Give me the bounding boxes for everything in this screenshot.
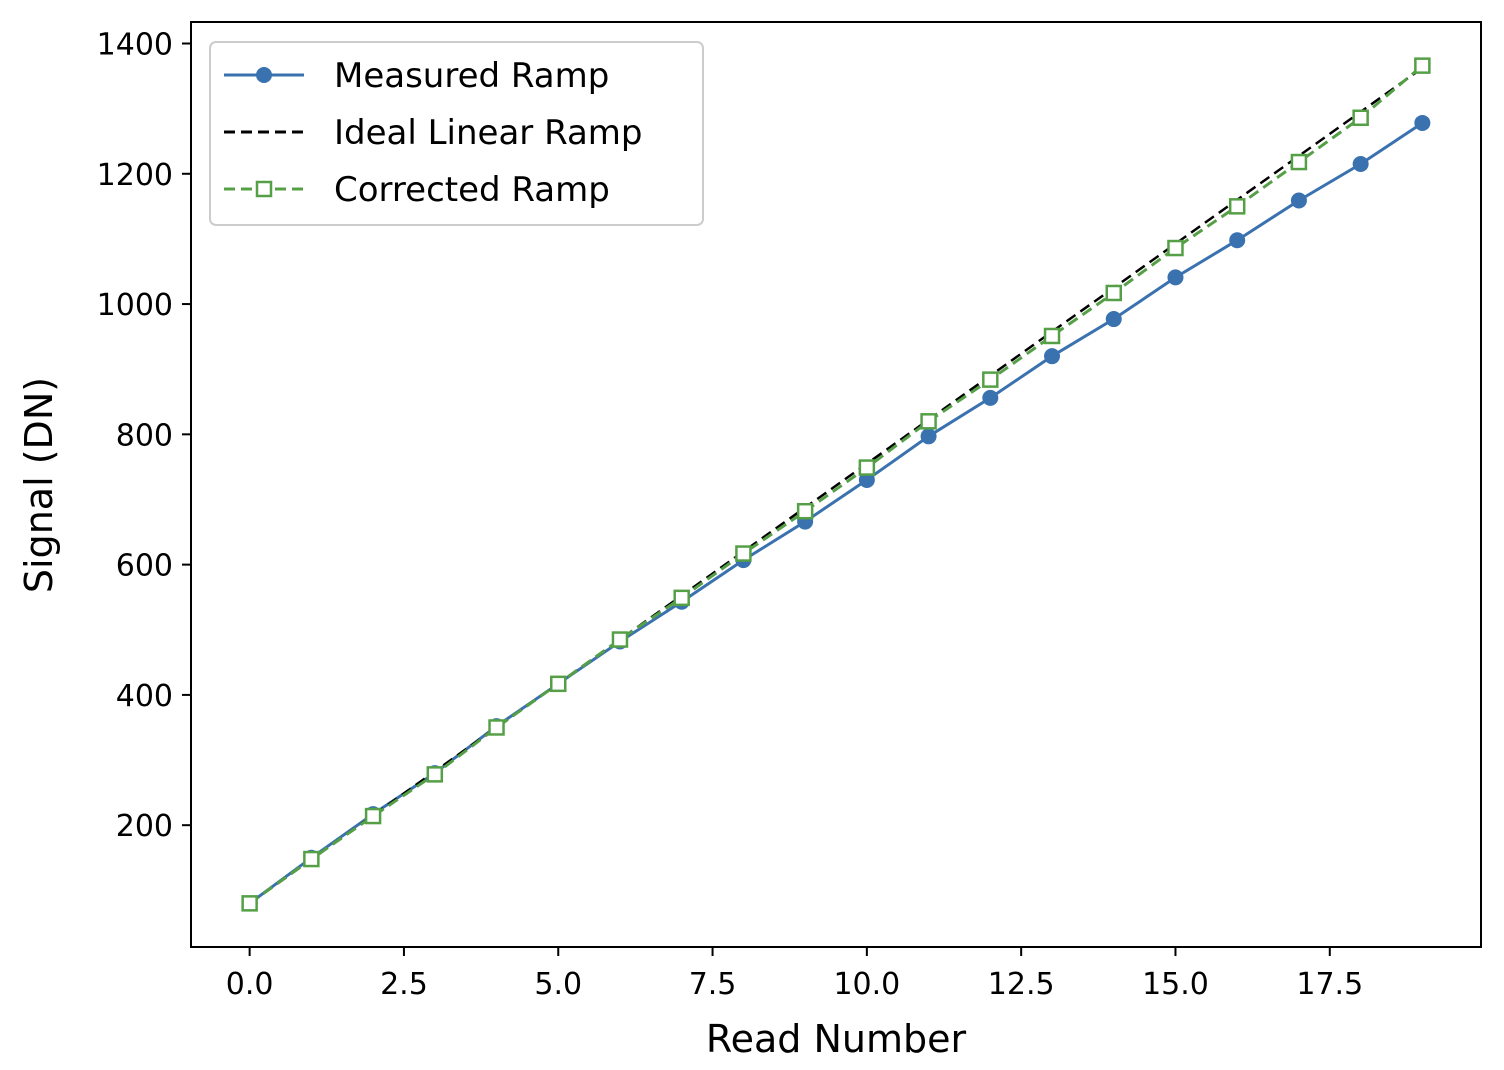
data-point <box>1352 109 1369 127</box>
data-point <box>241 895 258 912</box>
y-tick-label: 1400 <box>97 27 173 62</box>
x-tick-label: 15.0 <box>1142 967 1209 1002</box>
data-point <box>549 675 567 693</box>
legend: Measured Ramp Ideal Linear Ramp Corrected … <box>209 41 704 226</box>
legend-label: Ideal Linear Ramp <box>334 113 643 153</box>
data-point <box>920 413 937 430</box>
data-point <box>1043 327 1061 345</box>
y-tick-label: 200 <box>116 809 173 844</box>
legend-item: Corrected Ramp <box>224 170 610 210</box>
data-point <box>1167 239 1184 257</box>
data-point <box>426 766 444 783</box>
data-point <box>1229 232 1246 249</box>
y-tick-label: 800 <box>116 418 173 453</box>
data-point <box>920 428 937 445</box>
x-tick-label: 12.5 <box>988 967 1055 1002</box>
y-tick-label: 600 <box>116 549 173 584</box>
x-tick-label: 17.5 <box>1296 967 1363 1002</box>
data-point <box>858 459 876 476</box>
series-line <box>248 121 1424 905</box>
series-line <box>248 66 1424 905</box>
data-point <box>303 850 320 868</box>
x-tick-label: 2.5 <box>380 967 428 1002</box>
data-point <box>364 807 382 825</box>
legend-marker <box>256 67 272 83</box>
x-tick-label: 5.0 <box>534 967 582 1002</box>
x-axis-title: Read Number <box>706 1017 967 1061</box>
data-point <box>1290 192 1307 209</box>
data-point <box>982 389 999 406</box>
y-axis-title: Signal (DN) <box>17 377 61 593</box>
plot-frame <box>190 21 1482 948</box>
legend-item: Measured Ramp <box>224 56 609 96</box>
data-point <box>1105 284 1123 302</box>
data-point <box>735 545 752 562</box>
x-axis-ticks: 0.0 2.5 5.0 7.5 10.0 12.5 15.0 17.5 <box>226 947 1363 1002</box>
data-point <box>1044 348 1061 365</box>
data-point <box>1414 114 1431 131</box>
x-tick-label: 7.5 <box>689 967 737 1002</box>
legend-label: Measured Ramp <box>334 56 609 96</box>
legend-marker <box>255 180 273 198</box>
legend-label: Corrected Ramp <box>334 170 610 210</box>
data-point <box>1352 156 1369 173</box>
data-point <box>1105 311 1122 328</box>
data-point <box>1414 57 1431 74</box>
data-point <box>611 631 629 648</box>
series-ideal-linear-ramp <box>248 66 1424 905</box>
data-point <box>1228 198 1246 215</box>
x-tick-label: 0.0 <box>226 967 274 1002</box>
data-point <box>982 371 999 388</box>
x-tick-label: 10.0 <box>833 967 900 1002</box>
data-point <box>1167 269 1184 286</box>
series-line <box>248 64 1424 905</box>
series-measured-ramp <box>241 114 1431 912</box>
series-corrected-ramp <box>241 57 1431 912</box>
legend-item: Ideal Linear Ramp <box>224 113 643 153</box>
y-tick-label: 1200 <box>97 158 173 193</box>
y-axis-ticks: 200 400 600 800 1000 1200 1400 <box>97 27 191 844</box>
data-point <box>1290 153 1308 171</box>
data-point <box>488 719 505 736</box>
data-point <box>796 502 814 520</box>
data-point <box>858 471 875 488</box>
legend-box <box>209 41 704 226</box>
y-tick-label: 400 <box>116 679 173 714</box>
series-layer <box>241 57 1431 912</box>
y-tick-label: 1000 <box>97 288 173 323</box>
data-point <box>673 589 690 607</box>
